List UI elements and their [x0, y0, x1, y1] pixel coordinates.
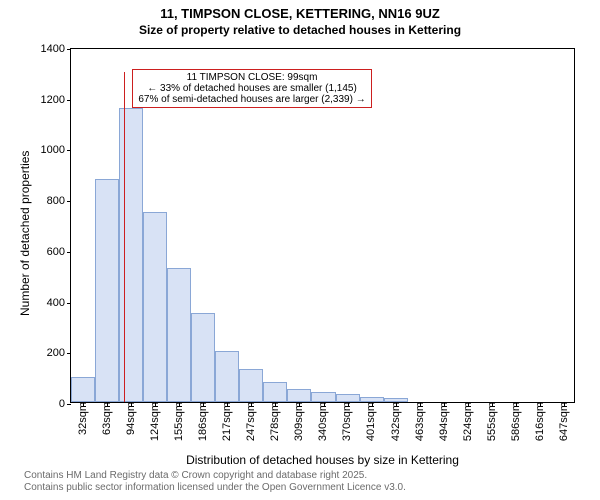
x-tick-label: 155sqm [169, 402, 185, 441]
x-tick-mark [564, 402, 565, 406]
x-tick-mark [516, 402, 517, 406]
x-tick-label: 370sqm [338, 402, 354, 441]
x-tick-label: 616sqm [530, 402, 546, 441]
x-tick-label: 309sqm [289, 402, 305, 441]
x-tick-mark [540, 402, 541, 406]
histogram-bar [119, 108, 143, 402]
x-tick-mark [324, 402, 325, 406]
x-tick-label: 63sqm [97, 402, 113, 435]
x-tick-label: 340sqm [314, 402, 330, 441]
annotation-line: 67% of semi-detached houses are larger (… [138, 94, 365, 105]
x-tick-mark [275, 402, 276, 406]
chart-title-sub: Size of property relative to detached ho… [0, 23, 600, 37]
histogram-bar [287, 389, 311, 402]
x-tick-label: 124sqm [145, 402, 161, 441]
annotation-callout: 11 TIMPSON CLOSE: 99sqm← 33% of detached… [132, 69, 371, 108]
chart-plot-area: 020040060080010001200140032sqm63sqm94sqm… [70, 48, 575, 403]
x-tick-label: 278sqm [265, 402, 281, 441]
footer-line-1: Contains HM Land Registry data © Crown c… [24, 470, 406, 482]
x-tick-mark [203, 402, 204, 406]
x-tick-label: 494sqm [434, 402, 450, 441]
x-tick-label: 94sqm [121, 402, 137, 435]
histogram-bar [263, 382, 287, 402]
x-tick-label: 186sqm [193, 402, 209, 441]
x-tick-label: 647sqm [554, 402, 570, 441]
histogram-bar [311, 392, 335, 402]
histogram-bar [191, 313, 215, 402]
y-tick-mark [67, 100, 71, 101]
footer-line-2: Contains public sector information licen… [24, 482, 406, 494]
y-axis-label: Number of detached properties [18, 150, 32, 315]
x-tick-mark [155, 402, 156, 406]
x-tick-label: 432sqm [386, 402, 402, 441]
x-axis-label: Distribution of detached houses by size … [70, 453, 575, 467]
x-tick-mark [251, 402, 252, 406]
histogram-bar [239, 369, 263, 402]
y-tick-mark [67, 150, 71, 151]
x-tick-mark [444, 402, 445, 406]
annotation-line: 11 TIMPSON CLOSE: 99sqm [138, 72, 365, 83]
x-tick-mark [179, 402, 180, 406]
histogram-bar [167, 268, 191, 402]
x-tick-mark [131, 402, 132, 406]
footer-attribution: Contains HM Land Registry data © Crown c… [24, 470, 406, 494]
histogram-bar [95, 179, 119, 402]
x-tick-label: 401sqm [362, 402, 378, 441]
property-marker-line [124, 72, 125, 402]
x-tick-mark [372, 402, 373, 406]
x-tick-mark [420, 402, 421, 406]
chart-title-main: 11, TIMPSON CLOSE, KETTERING, NN16 9UZ [0, 0, 600, 21]
x-tick-label: 555sqm [482, 402, 498, 441]
x-tick-label: 217sqm [217, 402, 233, 441]
x-tick-label: 586sqm [506, 402, 522, 441]
histogram-bar [71, 377, 95, 402]
x-tick-mark [107, 402, 108, 406]
histogram-bar [336, 394, 360, 402]
x-tick-mark [492, 402, 493, 406]
x-tick-label: 32sqm [73, 402, 89, 435]
x-tick-label: 247sqm [241, 402, 257, 441]
x-tick-mark [83, 402, 84, 406]
x-tick-mark [468, 402, 469, 406]
y-tick-mark [67, 49, 71, 50]
x-tick-label: 524sqm [458, 402, 474, 441]
y-tick-mark [67, 404, 71, 405]
x-tick-mark [299, 402, 300, 406]
x-tick-mark [227, 402, 228, 406]
y-tick-mark [67, 252, 71, 253]
y-tick-mark [67, 303, 71, 304]
x-tick-mark [396, 402, 397, 406]
y-tick-mark [67, 353, 71, 354]
x-tick-mark [348, 402, 349, 406]
x-tick-label: 463sqm [410, 402, 426, 441]
histogram-bar [143, 212, 167, 402]
histogram-bar [215, 351, 239, 402]
y-tick-mark [67, 201, 71, 202]
annotation-line: ← 33% of detached houses are smaller (1,… [138, 83, 365, 94]
